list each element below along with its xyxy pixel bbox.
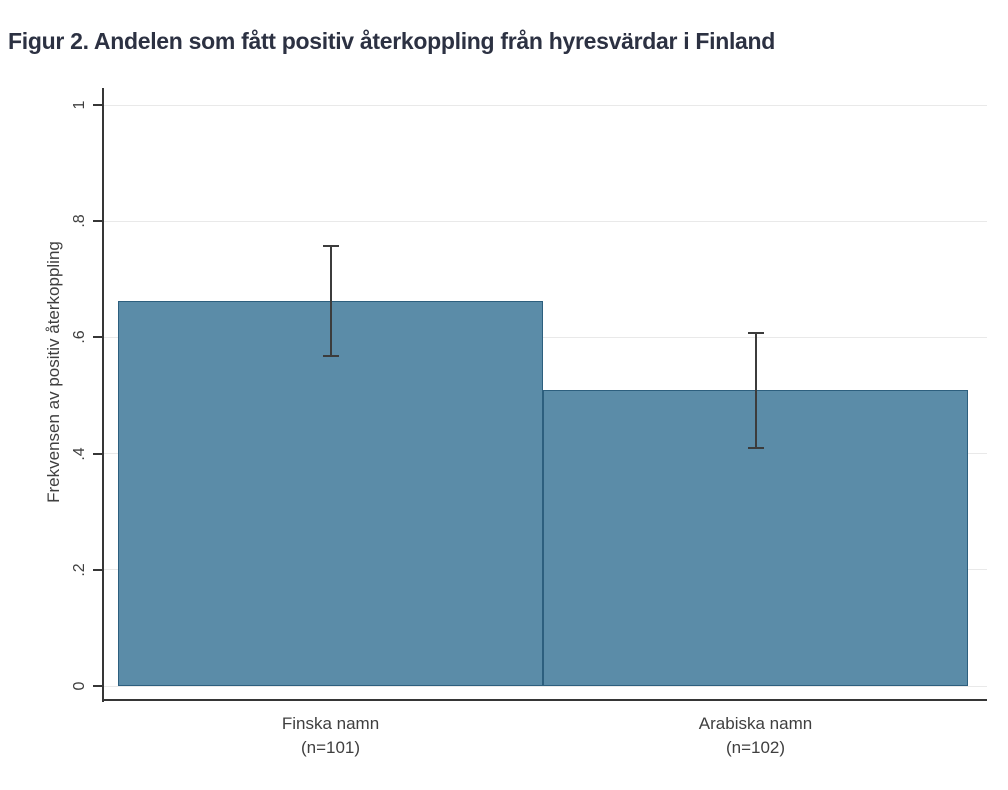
x-category-count: (n=102)	[725, 738, 786, 757]
y-tick-label: 1	[71, 100, 88, 110]
y-tick-label: .8	[71, 214, 88, 228]
x-category-label: Finska namn (n=101)	[201, 712, 461, 760]
x-axis-line	[102, 699, 987, 701]
bar-finska-namn	[118, 300, 543, 686]
y-tick-label: 0	[71, 681, 88, 691]
y-gridline	[104, 104, 987, 106]
y-tick-label: .2	[71, 563, 88, 577]
error-bar-cap-bottom	[322, 354, 339, 357]
x-category-count: (n=101)	[300, 738, 361, 757]
y-axis-title: Frekvensen av positiv återkoppling	[44, 241, 63, 503]
y-tick-mark	[93, 336, 103, 339]
error-bar-cap-top	[322, 245, 339, 248]
y-tick-label: .4	[71, 446, 88, 461]
error-bar-line	[754, 332, 757, 448]
y-tick-label: .6	[71, 330, 88, 345]
y-tick-mark	[93, 568, 103, 571]
error-bar-cap-bottom	[747, 446, 764, 449]
x-category-name: Arabiska namn	[698, 714, 813, 733]
error-bar-line	[329, 246, 332, 356]
y-gridline	[104, 220, 987, 222]
y-gridline	[104, 685, 987, 687]
y-gridline	[104, 336, 987, 338]
y-tick-mark	[93, 452, 103, 455]
y-tick-mark	[93, 685, 103, 687]
figure-title: Figur 2. Andelen som fått positiv återko…	[8, 28, 776, 54]
error-bar-cap-top	[747, 331, 764, 334]
y-axis-line	[102, 88, 104, 702]
x-category-name: Finska namn	[281, 714, 380, 733]
y-tick-mark	[93, 220, 103, 223]
x-category-label: Arabiska namn (n=102)	[626, 712, 886, 760]
y-tick-mark	[93, 104, 103, 106]
